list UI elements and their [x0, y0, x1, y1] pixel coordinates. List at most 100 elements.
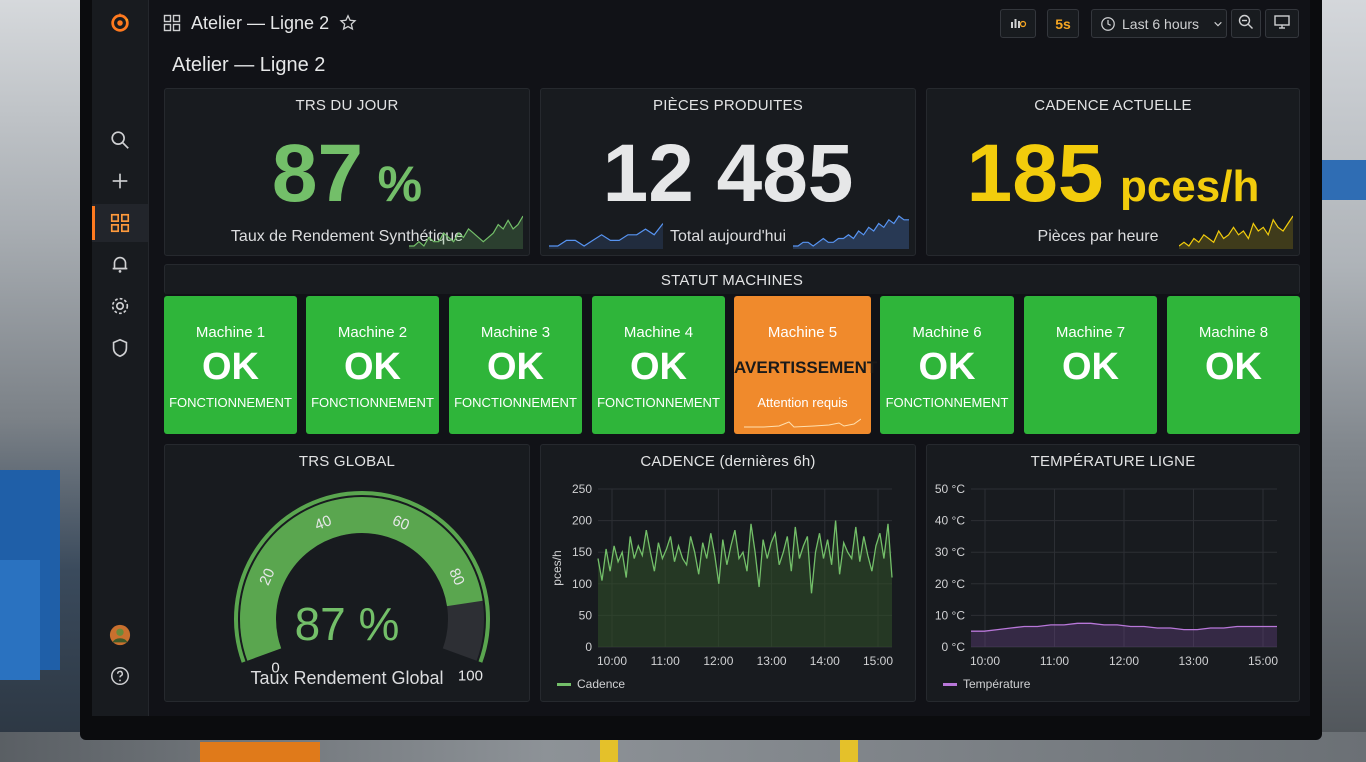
y-tick-label: 250: [572, 482, 592, 496]
x-tick-label: 15:00: [1248, 654, 1278, 668]
zoom-out-button[interactable]: [1231, 9, 1261, 38]
machine-tile-warning[interactable]: Machine 5 AVERTISSEMENT Attention requis: [734, 296, 878, 434]
chart-legend[interactable]: Cadence: [557, 677, 625, 691]
machine-tile[interactable]: Machine 4 OK FONCTIONNEMENT: [592, 296, 725, 434]
machine-tile[interactable]: Machine 1 OK FONCTIONNEMENT: [164, 296, 297, 434]
gauge-tick-label: 100: [458, 667, 483, 684]
search-icon[interactable]: [92, 121, 148, 159]
temperature-chart-panel[interactable]: TEMPÉRATURE LIGNE 50 °C 40 °C 30 °C 20 °C 10…: [926, 444, 1300, 702]
temperature-chart: 50 °C 40 °C 30 °C 20 °C 10 °C 0 °C 10:00 11:00 1…: [935, 482, 1278, 668]
background-floor-mark: [840, 740, 858, 762]
monitor-icon: [1273, 13, 1291, 34]
machine-tile[interactable]: Machine 7 OK: [1024, 296, 1157, 434]
machine-state: OK: [202, 346, 259, 388]
machine-state: OK: [487, 346, 544, 388]
stat-panel-trs[interactable]: TRS DU JOUR 87 % Taux de Rendement Synth…: [164, 88, 530, 256]
sparkline-line: [549, 223, 663, 247]
machine-name: Machine 8: [1198, 324, 1269, 341]
sparkline-line: [1179, 215, 1293, 247]
panel-title: PIÈCES PRODUITES: [653, 97, 803, 114]
machine-state: OK: [1205, 346, 1262, 388]
sparkline: [793, 215, 909, 249]
legend-label: Température: [963, 677, 1031, 691]
y-tick-label: 200: [572, 514, 592, 528]
y-tick-label: 20 °C: [935, 577, 965, 591]
time-range-label: Last 6 hours: [1122, 15, 1200, 32]
machine-detail: FONCTIONNEMENT: [597, 395, 720, 410]
sparkline-area: [409, 216, 523, 249]
machine-tile[interactable]: Machine 8 OK: [1167, 296, 1300, 434]
stat-value: 87 %: [165, 127, 529, 221]
gauge-value: 87 %: [294, 598, 400, 650]
background-factory-left: [0, 0, 80, 762]
plus-icon[interactable]: [92, 162, 148, 200]
chart-legend[interactable]: Température: [943, 677, 1030, 691]
shield-icon[interactable]: [92, 329, 148, 367]
refresh-interval-button[interactable]: 5s: [1047, 9, 1079, 38]
help-icon[interactable]: [92, 657, 148, 695]
panel-title: TRS DU JOUR: [295, 97, 399, 114]
machine-state: OK: [344, 346, 401, 388]
y-tick-label: 30 °C: [935, 545, 965, 559]
cadence-chart: 250 200 150 100 50 0 10:00 11:00 12:00 13:00 14:00…: [550, 482, 893, 668]
x-tick-label: 11:00: [651, 654, 680, 668]
gauge-fill: [240, 497, 483, 661]
y-tick-label: 10 °C: [935, 608, 965, 622]
machine-detail: FONCTIONNEMENT: [311, 395, 434, 410]
stat-panel-pieces[interactable]: PIÈCES PRODUITES 12 485 Total aujourd'hu…: [540, 88, 916, 256]
grafana-logo-icon[interactable]: [92, 4, 148, 42]
machine-tile[interactable]: Machine 6 OK FONCTIONNEMENT: [880, 296, 1014, 434]
sparkline: [549, 223, 663, 249]
stat-value: 12 485: [541, 127, 915, 221]
background-floor-mark: [600, 740, 618, 762]
machine-name: Machine 5: [767, 324, 838, 341]
time-range-picker[interactable]: Last 6 hours: [1091, 9, 1227, 38]
machine-name: Machine 2: [337, 324, 408, 341]
machine-detail: FONCTIONNEMENT: [169, 395, 292, 410]
y-tick-label: 40 °C: [935, 514, 965, 528]
dashboard-title[interactable]: Atelier — Ligne 2: [191, 12, 330, 33]
tv-mode-button[interactable]: [1265, 9, 1299, 38]
sparkline: [409, 215, 523, 249]
gear-icon[interactable]: [92, 287, 148, 325]
bell-icon[interactable]: [92, 245, 148, 283]
series-line: [597, 520, 893, 594]
machine-tile[interactable]: Machine 2 OK FONCTIONNEMENT: [306, 296, 439, 434]
y-tick-label: 0 °C: [942, 640, 966, 654]
add-panel-button[interactable]: [1000, 9, 1036, 38]
machine-tile[interactable]: Machine 3 OK FONCTIONNEMENT: [449, 296, 582, 434]
background-barrier: [200, 742, 320, 762]
background-factory-right: [1320, 0, 1366, 762]
gauge-chart: 0 20 40 60 80 100: [234, 491, 490, 684]
sparkline-line: [793, 215, 909, 247]
panel-title: TRS GLOBAL: [298, 453, 396, 470]
avatar[interactable]: [92, 616, 148, 654]
x-tick-label: 14:00: [810, 654, 840, 668]
x-tick-label: 12:00: [703, 654, 733, 668]
y-tick-label: 50: [579, 608, 593, 622]
x-tick-label: 10:00: [597, 654, 627, 668]
gauge-tick-label: 0: [271, 659, 279, 676]
y-tick-label: 0: [585, 640, 592, 654]
sparkline-area: [793, 216, 909, 249]
gauge-tick-label: 20: [256, 566, 278, 588]
background-machine: [0, 560, 40, 680]
star-icon[interactable]: [339, 14, 357, 32]
stat-subtitle: Pièces par heure: [1037, 228, 1159, 245]
x-tick-label: 11:00: [1040, 654, 1069, 668]
x-tick-label: 13:00: [1178, 654, 1208, 668]
series-area: [598, 520, 892, 647]
machine-state: AVERTISSEMENT: [734, 358, 878, 377]
legend-label: Cadence: [577, 677, 626, 691]
y-tick-label: 100: [572, 577, 592, 591]
machine-state: OK: [918, 346, 976, 388]
gauge-panel[interactable]: TRS GLOBAL 0 20 40 60 80 100 87 % Taux Rendem…: [164, 444, 530, 702]
status-panel-header: STATUT MACHINES: [164, 264, 1300, 294]
stat-panel-cadence[interactable]: CADENCE ACTUELLE 185 pces/h Pièces par h…: [926, 88, 1300, 256]
sparkline: [1179, 215, 1293, 249]
y-tick-label: 150: [572, 545, 592, 559]
panel-title: TEMPÉRATURE LIGNE: [1030, 453, 1196, 470]
sparkline-area: [549, 223, 663, 249]
dashboards-icon[interactable]: [92, 204, 148, 242]
cadence-chart-panel[interactable]: CADENCE (dernières 6h) 250 200 150 100 50 0 10…: [540, 444, 916, 702]
